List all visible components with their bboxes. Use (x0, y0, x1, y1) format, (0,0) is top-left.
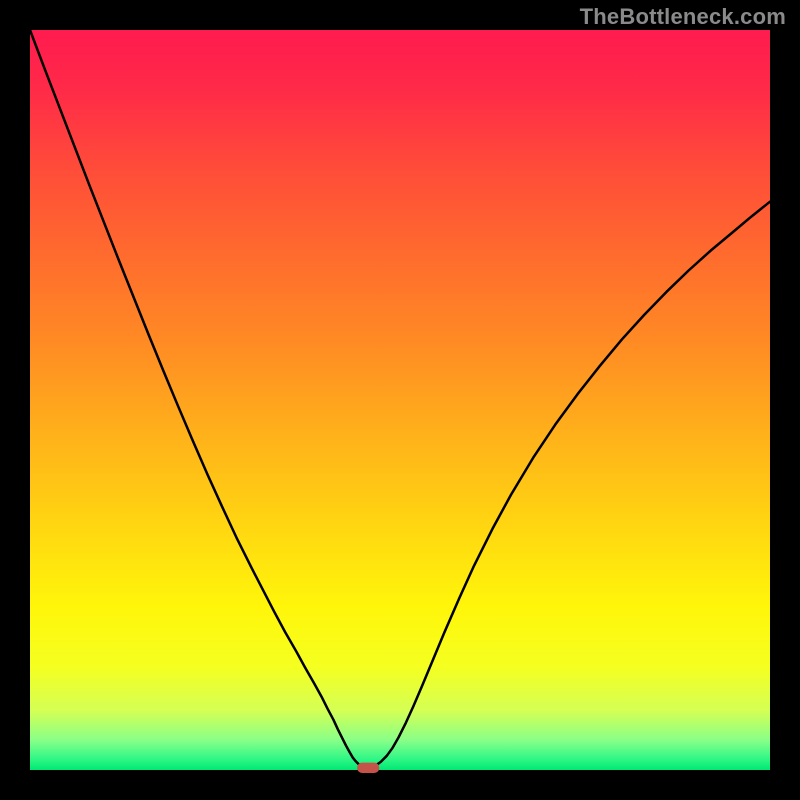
watermark-text: TheBottleneck.com (580, 4, 786, 30)
chart-svg (0, 0, 800, 800)
bottleneck-chart (0, 0, 800, 800)
optimal-point-marker (357, 763, 379, 773)
plot-background (30, 30, 770, 770)
